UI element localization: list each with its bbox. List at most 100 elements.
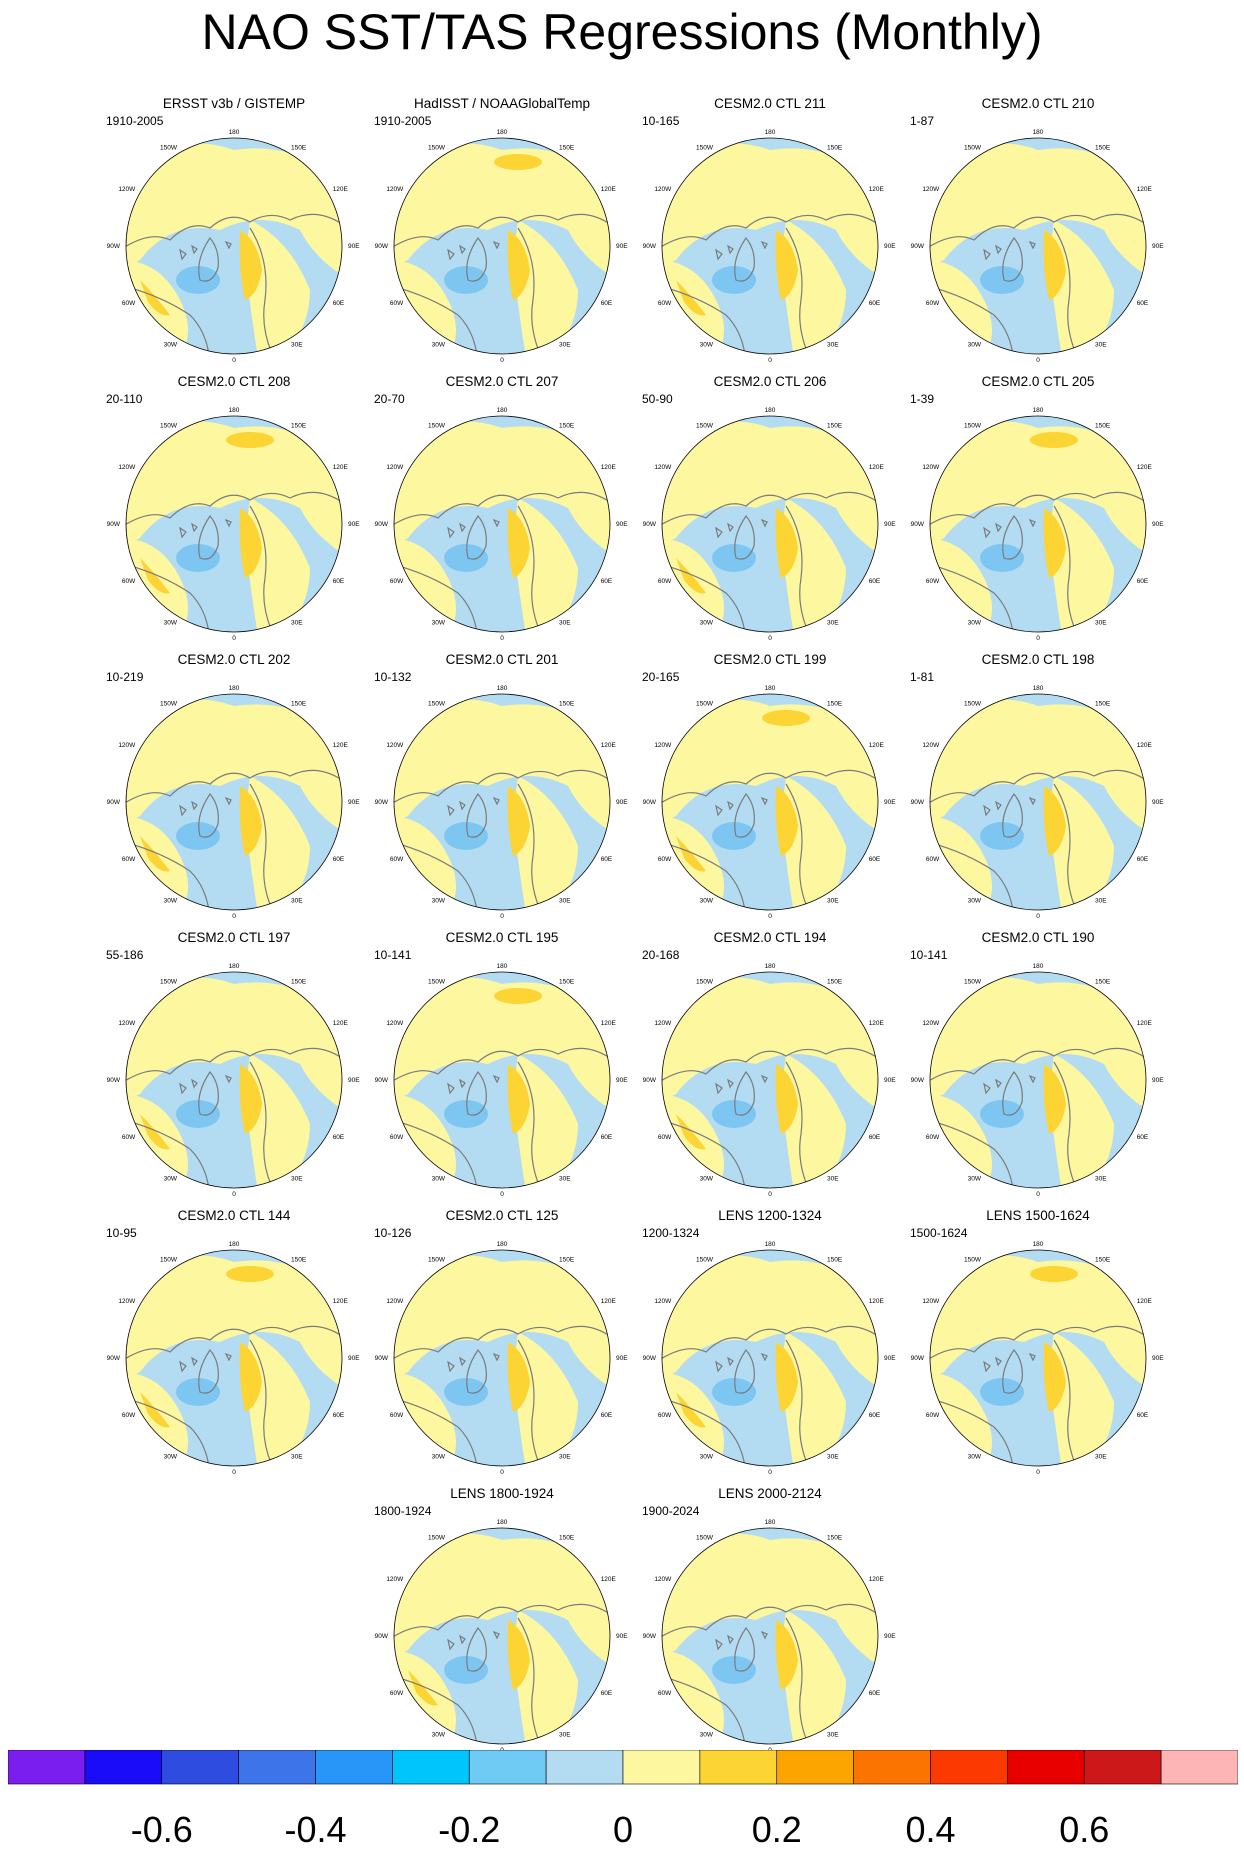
longitude-label: 90W — [375, 1077, 389, 1084]
warm-anomaly — [226, 432, 274, 448]
coastline — [447, 1630, 500, 1651]
coastline — [1053, 783, 1080, 910]
polar-map: 180 150W 150E 120W 120E 90W 90E 60W 60E 30W 30E 0 — [375, 407, 629, 642]
colorbar-swatch — [853, 1750, 931, 1785]
warm-anomaly — [494, 988, 542, 1004]
panel-title: CESM2.0 CTL 197 — [177, 930, 291, 945]
cold-anomaly — [980, 1378, 1024, 1406]
panel-years: 10-219 — [106, 670, 144, 684]
colorbar-swatch — [84, 1750, 163, 1785]
coastline — [126, 213, 342, 251]
longitude-label: 180 — [497, 407, 508, 414]
colorbar-swatch — [776, 1750, 854, 1785]
coastline — [517, 1617, 544, 1744]
longitude-label: 0 — [500, 1191, 504, 1198]
panel-title: CESM2.0 CTL 208 — [177, 374, 291, 389]
coastline — [930, 213, 1146, 251]
longitude-label: 30E — [559, 1732, 571, 1739]
longitude-label: 30E — [827, 1176, 839, 1183]
longitude-label: 150E — [1095, 422, 1111, 429]
warm-anomaly — [775, 1342, 798, 1412]
warm-anomaly — [676, 836, 706, 872]
warm-anomaly — [775, 1620, 798, 1690]
map-boundary — [929, 693, 1147, 911]
panel-title: HadISST / NOAAGlobalTemp — [413, 96, 591, 111]
positive-field — [245, 1054, 310, 1188]
colorbar-swatch — [315, 1750, 393, 1785]
coastline — [662, 213, 878, 251]
coastline — [394, 1118, 479, 1188]
longitude-label: 90E — [884, 799, 896, 806]
longitude-label: 60E — [869, 300, 881, 307]
longitude-label: 30W — [164, 1176, 178, 1183]
polar-map: 180 150W 150E 120W 120E 90W 90E 60W 60E 30W 30E 0 — [107, 407, 361, 642]
longitude-label: 90W — [107, 799, 121, 806]
colorbar-label: -0.4 — [284, 1809, 346, 1850]
longitude-label: 150W — [160, 422, 178, 429]
coastline — [662, 491, 878, 529]
coastline — [126, 562, 211, 632]
cold-anomaly — [444, 1100, 488, 1128]
longitude-label: 150E — [827, 700, 843, 707]
longitude-label: 180 — [765, 129, 776, 136]
coastline — [249, 1339, 276, 1466]
panel-years: 50-90 — [642, 392, 673, 406]
coastline — [983, 1074, 1036, 1095]
longitude-label: 60W — [926, 578, 940, 585]
longitude-label: 30E — [1095, 898, 1107, 905]
longitude-label: 30W — [700, 1176, 714, 1183]
positive-field — [662, 1533, 878, 1670]
colorbar-swatch — [699, 1750, 778, 1785]
longitude-label: 120E — [1137, 1020, 1153, 1027]
cold-anomaly — [712, 1656, 756, 1684]
warm-anomaly — [1030, 432, 1078, 448]
warm-anomaly — [507, 1064, 530, 1134]
positive-field — [394, 1533, 610, 1670]
panel-years: 10-165 — [642, 114, 680, 128]
positive-field — [662, 1255, 878, 1392]
longitude-label: 30E — [1095, 1176, 1107, 1183]
longitude-label: 60W — [122, 1412, 136, 1419]
longitude-label: 120W — [118, 1298, 136, 1305]
colorbar-label: 0.2 — [752, 1809, 802, 1850]
longitude-label: 180 — [497, 1519, 508, 1526]
longitude-label: 120E — [333, 1020, 349, 1027]
map-panel: CESM2.0 CTL 194 20-168 180 150W 150E 120W 120E… — [636, 930, 904, 1208]
positive-field — [662, 699, 878, 836]
coastline — [662, 769, 878, 807]
colorbar: -0.6 -0.4 -0.2 0 0.2 0.4 0.6 — [8, 1750, 1238, 1850]
longitude-label: 180 — [229, 1241, 240, 1248]
longitude-label: 120W — [654, 464, 672, 471]
longitude-label: 180 — [229, 407, 240, 414]
positive-field — [1049, 1054, 1114, 1188]
coastline — [734, 237, 755, 282]
positive-field — [513, 220, 578, 354]
polar-map: 180 150W 150E 120W 120E 90W 90E 60W 60E 30W 30E 0 — [375, 685, 629, 920]
longitude-label: 0 — [768, 357, 772, 364]
longitude-label: 150E — [559, 422, 575, 429]
longitude-label: 120E — [1137, 1298, 1153, 1305]
coastline — [930, 562, 1015, 632]
panel-title: LENS 2000-2124 — [718, 1486, 822, 1501]
longitude-label: 90E — [348, 243, 360, 250]
longitude-label: 0 — [232, 1469, 236, 1476]
panel-title: CESM2.0 CTL 198 — [981, 652, 1095, 667]
longitude-label: 120W — [654, 1020, 672, 1027]
longitude-label: 150E — [291, 978, 307, 985]
warm-anomaly — [507, 1620, 530, 1690]
coastline — [447, 1352, 500, 1373]
longitude-label: 150E — [559, 1256, 575, 1263]
longitude-label: 0 — [768, 1469, 772, 1476]
polar-map: 180 150W 150E 120W 120E 90W 90E 60W 60E 30W 30E 0 — [643, 407, 897, 642]
longitude-label: 180 — [765, 407, 776, 414]
longitude-label: 60E — [601, 1690, 613, 1697]
map-boundary — [393, 415, 611, 633]
positive-field — [781, 220, 846, 354]
longitude-label: 180 — [497, 129, 508, 136]
coastline — [930, 284, 1015, 354]
longitude-label: 120W — [654, 1576, 672, 1583]
map-panel: CESM2.0 CTL 210 1-87 180 150W 150E 120W 120E 90… — [904, 96, 1172, 374]
coastline — [1053, 1339, 1080, 1466]
longitude-label: 150W — [964, 978, 982, 985]
longitude-label: 90W — [643, 1355, 657, 1362]
